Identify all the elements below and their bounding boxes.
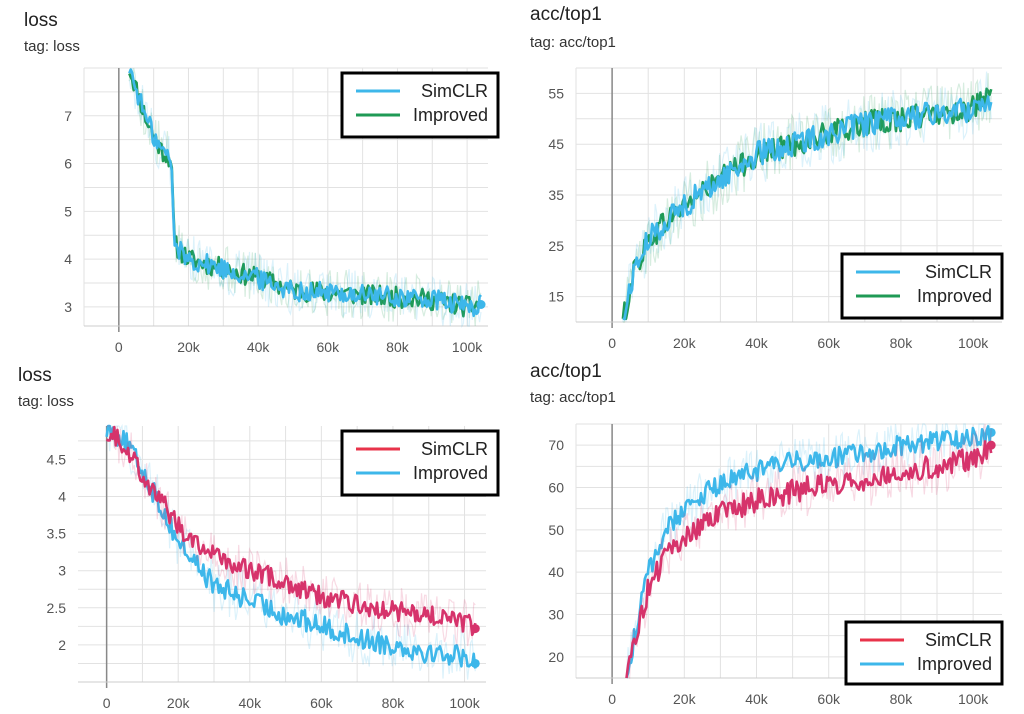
- series-simclr-end-point: [986, 440, 996, 450]
- panel-title: acc/top1: [530, 4, 602, 25]
- panel-acc-bottom: acc/top1 tag: acc/top1: [512, 357, 1024, 714]
- y-tick-label: 70: [548, 437, 564, 453]
- y-tick-label: 6: [64, 156, 72, 172]
- y-tick-label: 40: [548, 564, 564, 580]
- legend-label-improved: Improved: [917, 654, 992, 674]
- y-tick-label: 3: [64, 299, 72, 315]
- legend-box: [840, 252, 1004, 320]
- x-tick-label: 100k: [958, 691, 989, 707]
- x-tick-label: 60k: [817, 335, 841, 351]
- y-tick-label: 2.5: [47, 600, 67, 616]
- x-tick-label: 60k: [317, 339, 341, 355]
- x-tick-label: 20k: [167, 695, 191, 711]
- panel-tag: tag: acc/top1: [530, 389, 616, 406]
- x-tick-label: 20k: [177, 339, 201, 355]
- series-simclr-raw-line: [106, 425, 476, 647]
- x-tick-label: 40k: [745, 335, 769, 351]
- series-improved-line: [105, 424, 477, 669]
- x-tick-label: 40k: [745, 691, 769, 707]
- x-tick-label: 80k: [386, 339, 410, 355]
- panel-tag: tag: acc/top1: [530, 34, 616, 51]
- y-tick-label: 4.5: [47, 451, 67, 467]
- series-simclr-line: [128, 68, 482, 318]
- y-tick-label: 5: [64, 203, 72, 219]
- y-tick-label: 25: [548, 238, 564, 254]
- y-tick-label: 30: [548, 607, 564, 623]
- series-simclr-line: [625, 440, 993, 679]
- legend-label-improved: Improved: [413, 463, 488, 483]
- x-tick-label: 20k: [673, 335, 697, 351]
- y-tick-label: 20: [548, 649, 564, 665]
- panel-tag: tag: loss: [24, 38, 80, 55]
- y-tick-label: 15: [548, 289, 564, 305]
- panel-loss-bottom: loss tag: loss: [0, 357, 512, 714]
- series-simclr-line: [622, 95, 993, 321]
- y-tick-label: 2: [58, 637, 66, 653]
- series-simclr-end-point: [476, 300, 486, 309]
- y-tick-label: 50: [548, 522, 564, 538]
- legend-label-simclr: SimCLR: [421, 439, 488, 459]
- series-improved-end-point: [470, 658, 480, 668]
- panel-title: acc/top1: [530, 361, 602, 382]
- series-improved-end-point: [986, 427, 996, 437]
- x-tick-label: 80k: [890, 335, 914, 351]
- x-tick-label: 0: [115, 339, 123, 355]
- x-tick-label: 0: [608, 335, 616, 351]
- panel-loss-top: loss tag: loss: [0, 0, 512, 357]
- series-improved-raw-line: [625, 423, 992, 675]
- panel-title: loss: [24, 10, 58, 31]
- legend-label-improved: Improved: [917, 286, 992, 306]
- y-tick-label: 3: [58, 563, 66, 579]
- y-tick-label: 3.5: [47, 526, 67, 542]
- panel-title: loss: [18, 365, 52, 386]
- y-tick-label: 4: [64, 251, 72, 267]
- y-tick-label: 45: [548, 136, 564, 152]
- x-tick-label: 20k: [673, 691, 697, 707]
- x-tick-label: 80k: [382, 695, 406, 711]
- y-tick-label: 60: [548, 480, 564, 496]
- legend-box: [844, 620, 1004, 686]
- x-tick-label: 60k: [817, 691, 841, 707]
- x-tick-label: 0: [608, 691, 616, 707]
- x-tick-label: 0: [103, 695, 111, 711]
- series-improved-line: [625, 425, 993, 679]
- panel-acc-top: acc/top1 tag: acc/top1: [512, 0, 1024, 357]
- y-tick-label: 55: [548, 85, 564, 101]
- x-tick-label: 80k: [890, 691, 914, 707]
- legend-box: [340, 429, 500, 497]
- y-tick-label: 35: [548, 187, 564, 203]
- x-tick-label: 40k: [247, 339, 271, 355]
- x-tick-label: 100k: [452, 339, 483, 355]
- y-tick-label: 4: [58, 488, 66, 504]
- series-improved-raw-line: [622, 73, 992, 323]
- series-simclr-raw-line: [622, 71, 992, 323]
- series-simclr-raw-line: [128, 67, 482, 329]
- chart-2: 0 20k 40k 60k 80k 100k 15 25 35 45 55 SimCLR Improve…: [548, 67, 1004, 351]
- x-tick-label: 60k: [310, 695, 334, 711]
- legend-label-simclr: SimCLR: [925, 630, 992, 650]
- y-tick-label: 7: [64, 108, 72, 124]
- chart-1: 0 20k 40k 60k 80k 100k 3 4 5 6 7 SimCLR Improved: [64, 67, 500, 355]
- legend-label-simclr: SimCLR: [925, 262, 992, 282]
- panel-tag: tag: loss: [18, 393, 74, 410]
- series-simclr-raw-line: [625, 423, 992, 680]
- series-simclr-end-point: [470, 624, 480, 634]
- legend-label-improved: Improved: [413, 105, 488, 125]
- chart-4: 0 20k 40k 60k 80k 100k 20 30 40 50 60 70 SimCLR Impro…: [548, 423, 1004, 707]
- x-tick-label: 100k: [449, 695, 480, 711]
- x-tick-label: 40k: [239, 695, 263, 711]
- series-simclr-line: [105, 425, 477, 637]
- chart-3: 0 20k 40k 60k 80k 100k 2 2.5 3 3.5 4 4.5 SimCLR Impro…: [47, 423, 500, 711]
- legend-label-simclr: SimCLR: [421, 81, 488, 101]
- x-tick-label: 100k: [958, 335, 989, 351]
- legend-box: [340, 71, 500, 139]
